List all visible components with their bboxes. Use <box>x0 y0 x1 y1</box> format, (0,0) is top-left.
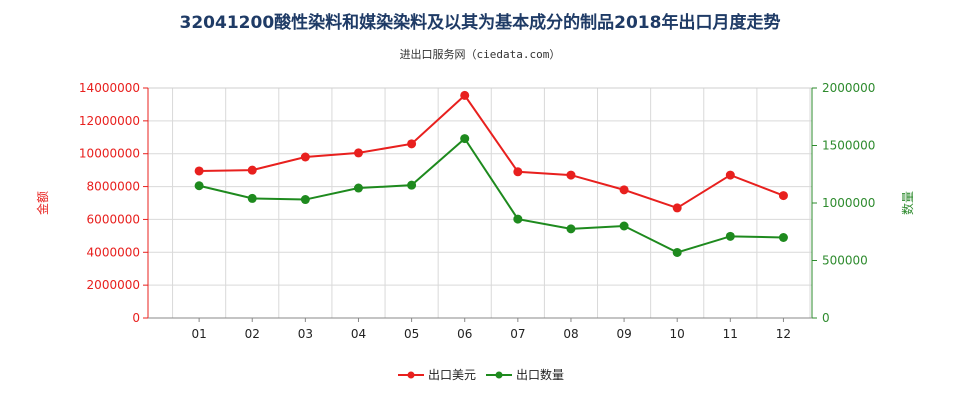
y-right-tick-label: 1500000 <box>822 139 875 153</box>
data-point <box>778 233 788 242</box>
grid-lines <box>147 87 813 319</box>
series-line-value <box>199 93 784 210</box>
data-point <box>194 181 204 191</box>
x-tick-label: 03 <box>298 327 313 341</box>
chart-subtitle: 进出口服务网（ciedata.com） <box>400 47 561 61</box>
legend-label: 出口数量 <box>516 367 564 382</box>
data-point <box>247 193 257 203</box>
y-left-tick-label: 10000000 <box>79 147 140 161</box>
tick-labels: 0200000040000006000000800000010000000120… <box>79 81 876 341</box>
data-point <box>407 139 417 149</box>
series-line-quantity <box>198 137 784 254</box>
y-right-tick-label: 1000000 <box>822 196 875 210</box>
x-tick-label: 01 <box>191 327 206 341</box>
y-right-tick-label: 0 <box>822 311 830 325</box>
x-tick-label: 06 <box>457 327 472 341</box>
data-point <box>300 152 310 162</box>
data-point <box>725 170 735 180</box>
y-axis-left-title: 金额 <box>35 191 50 215</box>
data-point <box>619 185 629 195</box>
x-tick-label: 04 <box>351 327 366 341</box>
axes <box>143 87 817 322</box>
x-tick-label: 10 <box>670 327 685 341</box>
y-left-tick-label: 2000000 <box>87 278 140 292</box>
legend: 出口美元 出口数量 <box>398 367 564 382</box>
data-point <box>407 180 417 190</box>
data-point <box>619 221 629 231</box>
y-left-tick-label: 12000000 <box>79 114 140 128</box>
data-point <box>672 247 682 257</box>
data-point <box>353 148 363 158</box>
legend-marker <box>495 371 503 379</box>
data-point <box>300 195 310 205</box>
data-point <box>460 90 470 100</box>
data-point <box>566 224 576 234</box>
data-point <box>513 214 523 224</box>
x-tick-label: 07 <box>510 327 525 341</box>
legend-marker <box>407 371 415 379</box>
series-points <box>194 90 788 257</box>
data-point <box>725 231 735 241</box>
data-point <box>778 191 788 201</box>
x-tick-label: 05 <box>404 327 419 341</box>
data-point <box>353 183 363 193</box>
y-left-tick-label: 0 <box>132 311 140 325</box>
plot-border <box>147 87 813 319</box>
y-left-tick-label: 4000000 <box>87 245 140 259</box>
x-tick-label: 02 <box>245 327 260 341</box>
data-point <box>460 134 470 144</box>
y-right-tick-label: 2000000 <box>822 81 875 95</box>
y-left-tick-label: 14000000 <box>79 81 140 95</box>
data-point <box>247 165 257 175</box>
data-point <box>672 203 682 213</box>
y-left-tick-label: 8000000 <box>87 180 140 194</box>
x-tick-label: 12 <box>776 327 791 341</box>
data-point <box>194 166 204 176</box>
legend-label: 出口美元 <box>428 368 476 382</box>
x-tick-label: 08 <box>563 327 578 341</box>
y-right-tick-label: 500000 <box>822 254 868 268</box>
y-axis-right-title: 数量 <box>900 191 915 215</box>
data-point <box>566 170 576 180</box>
y-left-tick-label: 6000000 <box>87 212 140 226</box>
x-tick-label: 11 <box>723 327 738 341</box>
x-tick-label: 09 <box>616 327 631 341</box>
series-lines <box>198 93 784 254</box>
chart-title: 32041200酸性染料和媒染染料及以其为基本成分的制品2018年出口月度走势 <box>180 12 781 33</box>
data-point <box>513 167 523 177</box>
